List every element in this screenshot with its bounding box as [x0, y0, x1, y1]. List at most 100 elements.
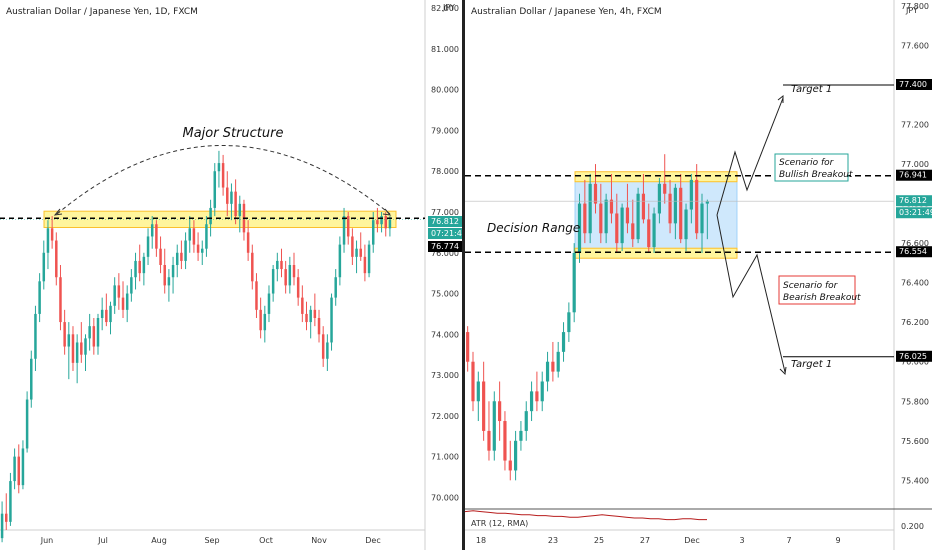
- candle-body: [226, 187, 229, 204]
- daily-chart-canvas[interactable]: JPY 70.000 71.000 72.000 73.000 74.000 75.000 7…: [0, 0, 463, 550]
- bullish-box: [774, 153, 849, 182]
- candle-body: [492, 401, 496, 451]
- candle-body: [668, 193, 672, 224]
- candle-body: [355, 248, 358, 257]
- candle-body: [255, 281, 258, 310]
- last-price-tag-bg: [428, 216, 463, 227]
- candle-body: [301, 297, 304, 314]
- structure-label: Major Structure: [183, 126, 284, 141]
- candle-body: [251, 252, 254, 282]
- candle-body: [514, 440, 518, 471]
- target-down-tag-bg: [896, 350, 932, 362]
- y-tick-label: 82.000: [431, 4, 459, 13]
- candle-body: [363, 256, 367, 274]
- candle-body: [288, 265, 292, 286]
- support-zone: [574, 247, 738, 259]
- candle-body: [673, 187, 677, 224]
- daily-chart-title: Australian Dollar / Japanese Yen, 1D, FX…: [6, 7, 198, 17]
- candle-body: [334, 277, 337, 298]
- candle-body: [572, 253, 576, 313]
- y-tick-label: 77.600: [901, 41, 929, 50]
- candle-body: [84, 338, 87, 355]
- bearish-box: [778, 275, 856, 305]
- candle-body: [125, 293, 129, 310]
- panel-divider[interactable]: [462, 0, 465, 550]
- countdown-tag: 07:21:49: [431, 229, 463, 238]
- daily-chart-panel[interactable]: JPY 70.000 71.000 72.000 73.000 74.000 75.000 7…: [0, 0, 463, 550]
- y-tick-label: 79.000: [431, 126, 459, 135]
- x-tick-label: 25: [594, 536, 604, 545]
- candle-body: [175, 252, 179, 265]
- candle-body: [519, 430, 523, 441]
- y-tick-label: 76.000: [431, 249, 459, 258]
- last-price-tag: 76.812: [899, 196, 927, 205]
- support-tag: 76.554: [899, 247, 927, 256]
- resistance-zone: [574, 171, 738, 183]
- candle-body: [604, 199, 608, 234]
- candle-body: [615, 213, 619, 244]
- candle-body: [529, 391, 534, 412]
- candle-body: [380, 216, 383, 225]
- candle-body: [80, 342, 83, 355]
- y-tick-label: 73.000: [431, 371, 459, 380]
- candle-body: [280, 260, 283, 270]
- y-tick-label: 81.000: [431, 45, 459, 54]
- candle-body: [50, 228, 54, 241]
- x-tick-label: 3: [739, 536, 744, 545]
- candle-body: [130, 277, 133, 294]
- candle-body: [9, 481, 12, 522]
- structure-arc: [56, 145, 391, 215]
- bullish-path: [716, 97, 784, 216]
- countdown-tag: 03:21:49: [899, 208, 932, 217]
- bearish-arrow: [779, 366, 787, 376]
- candle-body: [17, 456, 21, 486]
- candle-body: [246, 232, 250, 253]
- candle-body: [171, 265, 175, 278]
- candle-body: [321, 334, 325, 359]
- x-tick-label: Sep: [204, 536, 219, 545]
- resistance-zone: [43, 210, 397, 228]
- four-hour-chart-canvas[interactable]: JPY 75.400 75.600 75.800 76.000 76.200 76.400 7…: [465, 0, 932, 550]
- y-tick-label: 78.000: [431, 167, 459, 176]
- candle-body: [38, 281, 41, 314]
- candle-body: [100, 309, 104, 318]
- candle-body: [684, 209, 688, 240]
- candle-body: [309, 309, 312, 323]
- candle-body: [296, 277, 300, 298]
- candle-body: [42, 252, 46, 282]
- candle-body: [466, 332, 470, 362]
- candle-body: [238, 203, 242, 217]
- candle-body: [609, 199, 614, 214]
- x-tick-label: Dec: [684, 536, 699, 545]
- candle-body: [631, 223, 635, 240]
- candle-body: [551, 361, 555, 372]
- candle-body: [503, 421, 507, 461]
- candle-body: [138, 260, 141, 274]
- candle-body: [567, 312, 571, 333]
- last-price-tag: 76.812: [431, 217, 459, 226]
- candle-body: [346, 216, 350, 237]
- candle-body: [647, 219, 651, 248]
- candle-body: [234, 191, 237, 217]
- candle-body: [213, 171, 217, 208]
- four-hour-chart-panel[interactable]: JPY 75.400 75.600 75.800 76.000 76.200 76.400 7…: [465, 0, 932, 550]
- candle-body: [221, 163, 225, 188]
- candle-body: [371, 220, 375, 245]
- atr-line: [465, 510, 707, 521]
- candle-body: [30, 358, 33, 400]
- candle-body: [13, 456, 16, 482]
- candle-body: [5, 513, 8, 522]
- plot-area: [465, 0, 894, 550]
- x-tick-label: 7: [786, 536, 791, 545]
- candle-body: [263, 313, 267, 331]
- candle-body: [117, 285, 121, 298]
- y-tick-label: 76.600: [901, 239, 929, 248]
- four-hour-chart-title: Australian Dollar / Japanese Yen, 4h, FX…: [471, 7, 662, 17]
- candle-body: [163, 265, 166, 286]
- candle-body: [55, 240, 58, 278]
- x-tick-label: 23: [548, 536, 558, 545]
- candle-body: [313, 309, 317, 318]
- candle-body: [577, 203, 582, 254]
- y-tick-label: 77.800: [901, 2, 929, 11]
- candle-body: [276, 260, 279, 270]
